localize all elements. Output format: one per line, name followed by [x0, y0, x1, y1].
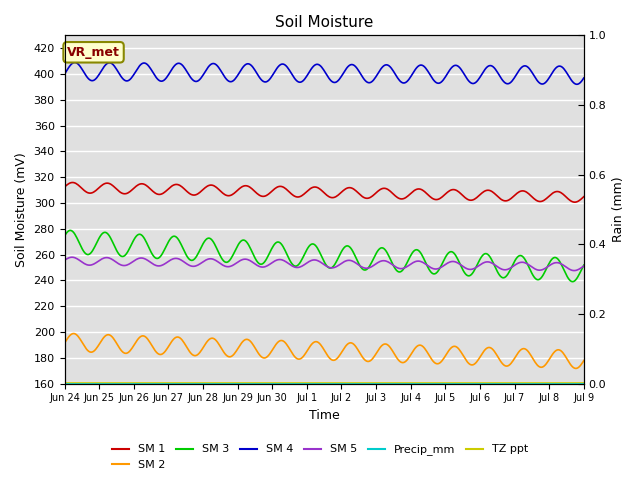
SM 4 [488, 63, 495, 69]
SM 3 [342, 243, 350, 249]
Precip_mm [370, 381, 378, 386]
SM 5 [488, 260, 495, 265]
Title: Soil Moisture: Soil Moisture [275, 15, 373, 30]
SM 3 [67, 228, 75, 233]
SM 4 [342, 65, 350, 71]
SM 1 [568, 199, 576, 204]
SM 1 [488, 188, 495, 194]
SM 2 [572, 366, 579, 372]
SM 3 [312, 242, 319, 248]
SM 3 [580, 262, 588, 268]
SM 5 [61, 257, 68, 263]
SM 2 [580, 358, 588, 363]
SM 1 [69, 180, 77, 185]
SM 1 [308, 185, 316, 191]
Precip_mm [486, 381, 494, 386]
Precip_mm [307, 381, 315, 386]
SM 1 [312, 184, 319, 190]
Precip_mm [310, 381, 318, 386]
TZ ppt [486, 380, 494, 386]
SM 4 [61, 71, 68, 77]
Line: SM 4: SM 4 [65, 62, 584, 84]
SM 5 [342, 258, 350, 264]
X-axis label: Time: Time [309, 409, 340, 422]
SM 2 [70, 331, 77, 336]
Precip_mm [61, 381, 68, 386]
Text: VR_met: VR_met [67, 46, 120, 59]
TZ ppt [580, 380, 588, 386]
SM 1 [571, 199, 579, 205]
SM 2 [568, 364, 576, 370]
SM 5 [312, 257, 319, 263]
Precip_mm [580, 381, 588, 386]
Line: SM 5: SM 5 [65, 257, 584, 271]
Y-axis label: Rain (mm): Rain (mm) [612, 177, 625, 242]
SM 2 [61, 340, 68, 346]
Legend: SM 1, SM 2, SM 3, SM 4, SM 5, Precip_mm, TZ ppt: SM 1, SM 2, SM 3, SM 4, SM 5, Precip_mm,… [108, 440, 532, 474]
SM 4 [568, 79, 576, 84]
SM 1 [580, 194, 588, 200]
SM 5 [68, 254, 76, 260]
SM 4 [580, 75, 588, 81]
SM 5 [571, 268, 579, 274]
SM 4 [71, 60, 79, 65]
TZ ppt [370, 380, 378, 386]
SM 2 [312, 339, 319, 345]
SM 4 [312, 62, 319, 68]
SM 4 [371, 76, 378, 82]
SM 5 [371, 262, 378, 268]
TZ ppt [61, 380, 68, 386]
SM 5 [308, 257, 316, 263]
Line: SM 1: SM 1 [65, 182, 584, 202]
Y-axis label: Soil Moisture (mV): Soil Moisture (mV) [15, 152, 28, 267]
Precip_mm [568, 381, 575, 386]
SM 1 [342, 185, 350, 191]
TZ ppt [310, 380, 318, 386]
Precip_mm [342, 381, 349, 386]
SM 1 [61, 184, 68, 190]
SM 2 [488, 345, 495, 351]
Line: SM 3: SM 3 [65, 230, 584, 282]
TZ ppt [568, 380, 575, 386]
SM 3 [570, 278, 577, 284]
TZ ppt [307, 380, 315, 386]
SM 3 [488, 256, 495, 262]
SM 3 [568, 279, 576, 285]
SM 2 [342, 342, 350, 348]
SM 5 [580, 263, 588, 269]
SM 3 [61, 233, 68, 239]
SM 4 [308, 65, 316, 71]
SM 3 [308, 241, 316, 247]
SM 4 [573, 82, 580, 87]
SM 3 [371, 253, 378, 259]
SM 2 [371, 353, 378, 359]
SM 5 [568, 267, 576, 273]
SM 1 [371, 191, 378, 197]
Line: SM 2: SM 2 [65, 334, 584, 369]
TZ ppt [342, 380, 349, 386]
SM 2 [308, 341, 316, 347]
